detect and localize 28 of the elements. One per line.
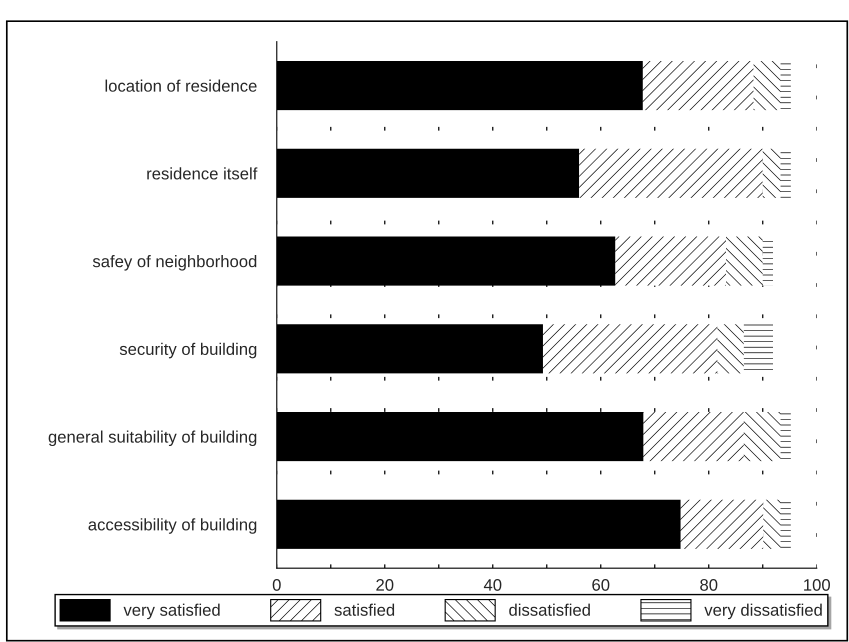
y-tick-label: security of building [120,342,256,358]
bar [680,500,764,549]
x-tick-label: 40 [484,579,502,591]
x-tick-label: 0 [272,579,281,591]
legend-label: satisfied [334,604,394,616]
bar [542,324,718,374]
y-tick-label: general suitability of building [48,430,256,446]
y-tick-label: location of residence [106,80,257,92]
bar [579,148,763,198]
y-tick-label: residence itself [147,167,258,180]
bar [744,412,781,462]
legend-label: dissatisfied [509,604,590,616]
bar [615,236,726,286]
bar [754,61,781,110]
x-tick-label: 100 [804,579,830,591]
bar [726,236,763,286]
y-tick-label: safey of neighborhood [92,255,256,271]
bar [717,324,744,374]
bar [643,412,744,462]
y-tick-label: accessibility of building [88,518,256,534]
x-tick-label: 60 [592,579,610,591]
legend-label: very dissatisfied [704,604,822,620]
bar [642,61,754,110]
x-tick-label: 80 [700,579,718,591]
bar [763,500,781,549]
x-tick-label: 20 [376,579,394,591]
bar [762,148,781,198]
legend-label: very satisfied [124,604,220,620]
